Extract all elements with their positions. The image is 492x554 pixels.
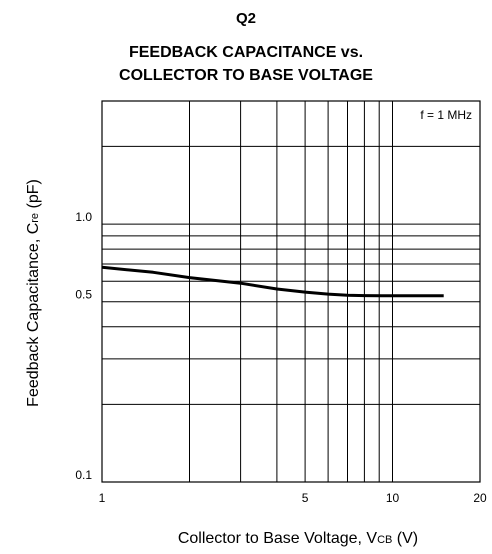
y-axis-label: Feedback Capacitance, Cre (pF) [25, 179, 42, 407]
frequency-annotation: f = 1 MHz [420, 108, 472, 122]
x-tick-label: 10 [386, 491, 400, 505]
y-axis-label-subscript: re [29, 213, 41, 223]
y-tick-label: 1.0 [75, 210, 92, 224]
chart-title-line-2: COLLECTOR TO BASE VOLTAGE [119, 67, 373, 84]
x-tick-label: 20 [473, 491, 487, 505]
capacitance-curve [101, 265, 444, 298]
plot-area: 1 5 10 20 0.1 0.5 1.0 f = 1 MHz [75, 100, 487, 505]
y-axis-label-main: Feedback Capacitance, C [25, 223, 42, 407]
x-tick-label: 5 [302, 491, 309, 505]
y-axis-label-unit: (pF) [25, 179, 42, 213]
y-tick-label: 0.1 [75, 468, 92, 482]
y-tick-label: 0.5 [75, 288, 92, 302]
x-axis-label-unit: (V) [392, 530, 418, 547]
chart-heading: Q2 [236, 10, 256, 27]
chart-title-line-1: FEEDBACK CAPACITANCE vs. [129, 44, 363, 61]
x-axis-label-subscript: CB [377, 534, 392, 546]
plot-frame [101, 100, 481, 483]
x-axis-label: Collector to Base Voltage, VCB (V) [178, 530, 418, 547]
x-tick-label: 1 [99, 491, 106, 505]
x-axis-label-main: Collector to Base Voltage, V [178, 530, 378, 547]
